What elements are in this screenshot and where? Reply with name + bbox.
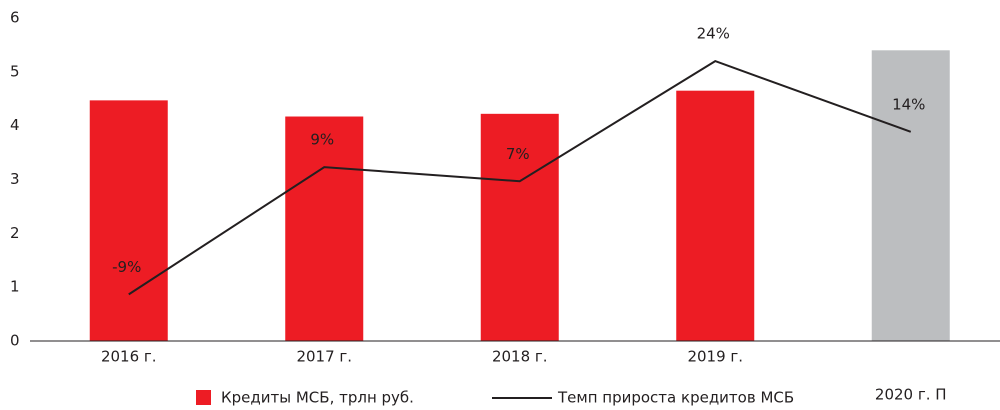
y-tick-label: 6: [10, 9, 20, 27]
y-tick-label: 1: [10, 278, 20, 296]
x-tick-label: 2020 г. П: [875, 386, 947, 404]
bar: [871, 50, 950, 342]
x-tick-label: 2018 г.: [492, 348, 548, 366]
y-tick-label: 4: [10, 116, 20, 134]
data-label: -9%: [112, 258, 141, 276]
data-label: 14%: [892, 95, 925, 113]
x-tick-label: 2019 г.: [687, 348, 743, 366]
y-tick-label: 0: [10, 332, 20, 350]
bar: [285, 116, 364, 341]
data-label: 24%: [697, 25, 730, 43]
bar: [480, 113, 559, 341]
y-tick-label: 3: [10, 170, 20, 188]
x-tick-label: 2016 г.: [101, 348, 157, 366]
y-tick-label: 5: [10, 62, 20, 80]
x-tick-label: 2017 г.: [296, 348, 352, 366]
legend-swatch: [196, 390, 211, 405]
data-label: 7%: [506, 145, 530, 163]
legend-label: Темп прироста кредитов МСБ: [557, 389, 794, 407]
y-tick-label: 2: [10, 224, 20, 242]
bar: [676, 90, 755, 341]
data-label: 9%: [310, 131, 334, 149]
legend-label: Кредиты МСБ, трлн руб.: [221, 389, 414, 407]
line: [128, 60, 912, 296]
bar: [89, 100, 168, 342]
